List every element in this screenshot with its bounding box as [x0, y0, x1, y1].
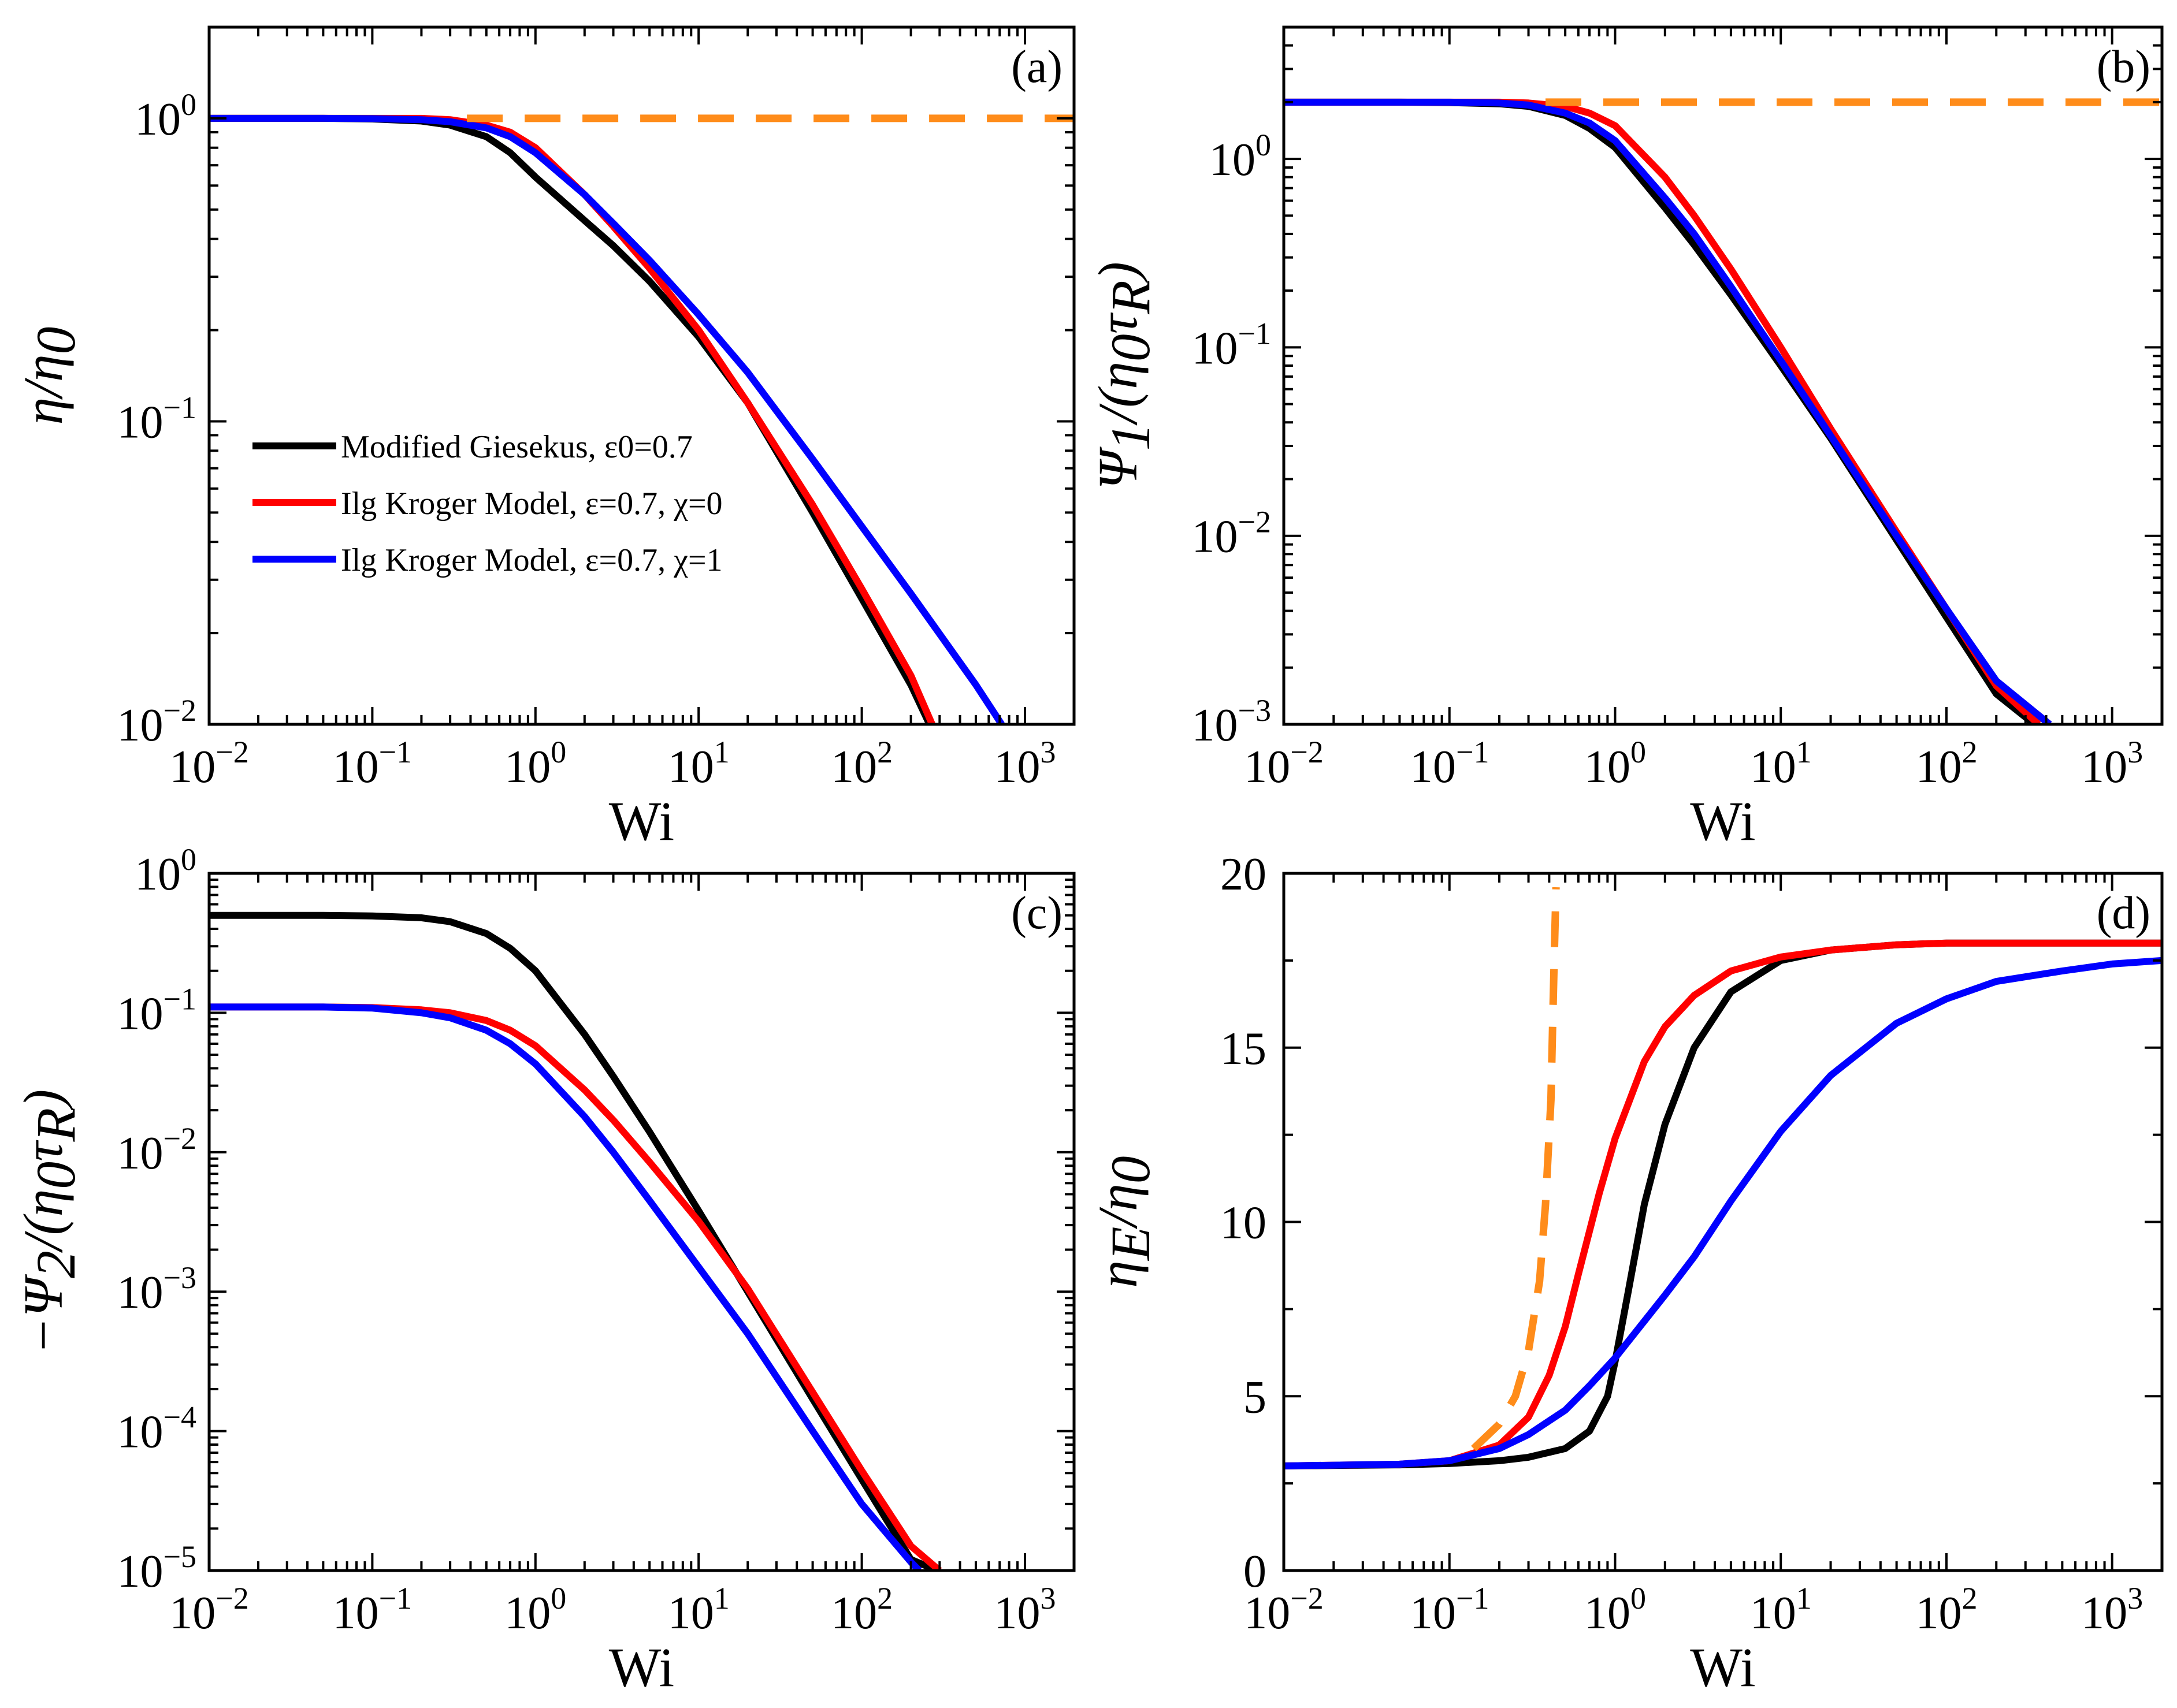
series-line-1 — [1284, 939, 2162, 1469]
x-axis-label: Wi — [609, 790, 674, 852]
x-tick-label: 10−2 — [1244, 735, 1323, 792]
x-tick-label: 102 — [1915, 1581, 1977, 1639]
x-tick-label: 103 — [2081, 735, 2143, 792]
y-tick-label: 10−1 — [117, 981, 196, 1039]
y-tick-label: 10−4 — [117, 1400, 196, 1458]
y-tick-label: 10−3 — [1192, 693, 1271, 751]
panel-tag: (a) — [1011, 42, 1063, 92]
legend-label: Ilg Kroger Model, ε=0.7, χ=1 — [341, 542, 723, 578]
y-axis-label: ηE/η0 — [1087, 1156, 1161, 1288]
x-tick-label: 10−1 — [1410, 735, 1489, 792]
x-tick-label: 103 — [2081, 1581, 2143, 1639]
x-axis-label: Wi — [1690, 1636, 1755, 1698]
series-line-2 — [1284, 957, 2162, 1469]
y-tick-label: 10−1 — [117, 390, 196, 448]
legend: Modified Giesekus, ε0=0.7 Ilg Kroger Mode… — [252, 429, 723, 578]
y-tick-label: 20 — [1220, 849, 1266, 900]
panel-tag: (b) — [2097, 42, 2150, 92]
series-group — [1284, 98, 2162, 724]
series-line-2 — [1284, 98, 2052, 724]
series-line-3 — [1471, 887, 1560, 1452]
x-tick-label: 10−2 — [169, 1581, 248, 1639]
series-line-0 — [209, 114, 933, 724]
x-tick-label: 103 — [994, 735, 1056, 792]
y-tick-label: 5 — [1243, 1372, 1266, 1423]
x-tick-label: 102 — [1915, 735, 1977, 792]
x-tick-label: 10−1 — [1410, 1581, 1489, 1639]
x-axis-label: Wi — [1690, 790, 1755, 852]
series-line-0 — [209, 911, 939, 1571]
y-tick-label: 100 — [1209, 128, 1271, 185]
x-tick-label: 100 — [1584, 1581, 1646, 1639]
y-tick-label: 100 — [135, 842, 196, 900]
y-tick-label: 10−5 — [117, 1539, 196, 1597]
plot-frame — [207, 25, 1076, 726]
x-tick-label: 10−2 — [169, 735, 248, 792]
plot-frame — [207, 872, 1076, 1572]
panel-b: 10−2 10−1 100 101 102 10310−310−210−1100WiΨ1/… — [1087, 25, 2164, 852]
x-tick-label: 10−1 — [333, 735, 412, 792]
y-tick-label: 100 — [135, 87, 196, 145]
x-tick-label: 101 — [1750, 1581, 1812, 1639]
x-tick-label: 101 — [668, 1581, 730, 1639]
x-tick-label: 102 — [831, 735, 893, 792]
y-tick-label: 0 — [1243, 1546, 1266, 1597]
series-line-2 — [209, 114, 1005, 724]
series-group — [209, 114, 1074, 724]
legend-label: Ilg Kroger Model, ε=0.7, χ=0 — [341, 486, 723, 522]
y-tick-label: 10−2 — [1192, 505, 1271, 563]
y-tick-label: 10 — [1220, 1198, 1266, 1249]
plot-frame — [1282, 25, 2164, 726]
panel-a: 10−2 10−1 100 101 102 103 10−2 10−1 100 Wi η/η0 (a)… — [12, 25, 1076, 852]
legend-label: Modified Giesekus, ε0=0.7 — [341, 429, 693, 465]
x-tick-label: 10−1 — [333, 1581, 412, 1639]
x-tick-label: 100 — [1584, 735, 1646, 792]
y-tick-label: 10−2 — [117, 1121, 196, 1179]
x-tick-label: 101 — [668, 735, 730, 792]
series-group — [1284, 887, 2162, 1469]
y-axis-label: −Ψ2/(η0τR) — [12, 1089, 87, 1355]
panel-tag: (d) — [2097, 888, 2150, 939]
y-tick-label: 15 — [1220, 1024, 1266, 1074]
y-axis-label: Ψ1/(η0τR) — [1087, 262, 1161, 490]
x-tick-label: 101 — [1750, 735, 1812, 792]
x-axis-label: Wi — [609, 1636, 674, 1698]
y-tick-label: 10−3 — [117, 1260, 196, 1318]
x-tick-label: 100 — [504, 735, 566, 792]
x-tick-label: 10−2 — [1244, 1581, 1323, 1639]
series-line-1 — [209, 1003, 942, 1571]
y-tick-label: 10−2 — [117, 693, 196, 751]
series-line-0 — [1284, 939, 2162, 1469]
panel-d: 10−2 10−1 100 101 102 103 0 5 10 15 20 Wi ηE/η0 (d) — [1087, 849, 2164, 1698]
y-axis-label: η/η0 — [12, 327, 87, 425]
series-line-2 — [209, 1003, 922, 1571]
panel-c: 10−2 10−1 100 101 102 103 10−5 10−4 10−3 10−2 10−1… — [12, 842, 1076, 1698]
x-tick-label: 100 — [504, 1581, 566, 1639]
x-tick-label: 102 — [831, 1581, 893, 1639]
x-tick-label: 103 — [994, 1581, 1056, 1639]
series-group — [209, 911, 942, 1571]
panel-tag: (c) — [1011, 888, 1063, 939]
y-tick-label: 10−1 — [1192, 316, 1271, 374]
